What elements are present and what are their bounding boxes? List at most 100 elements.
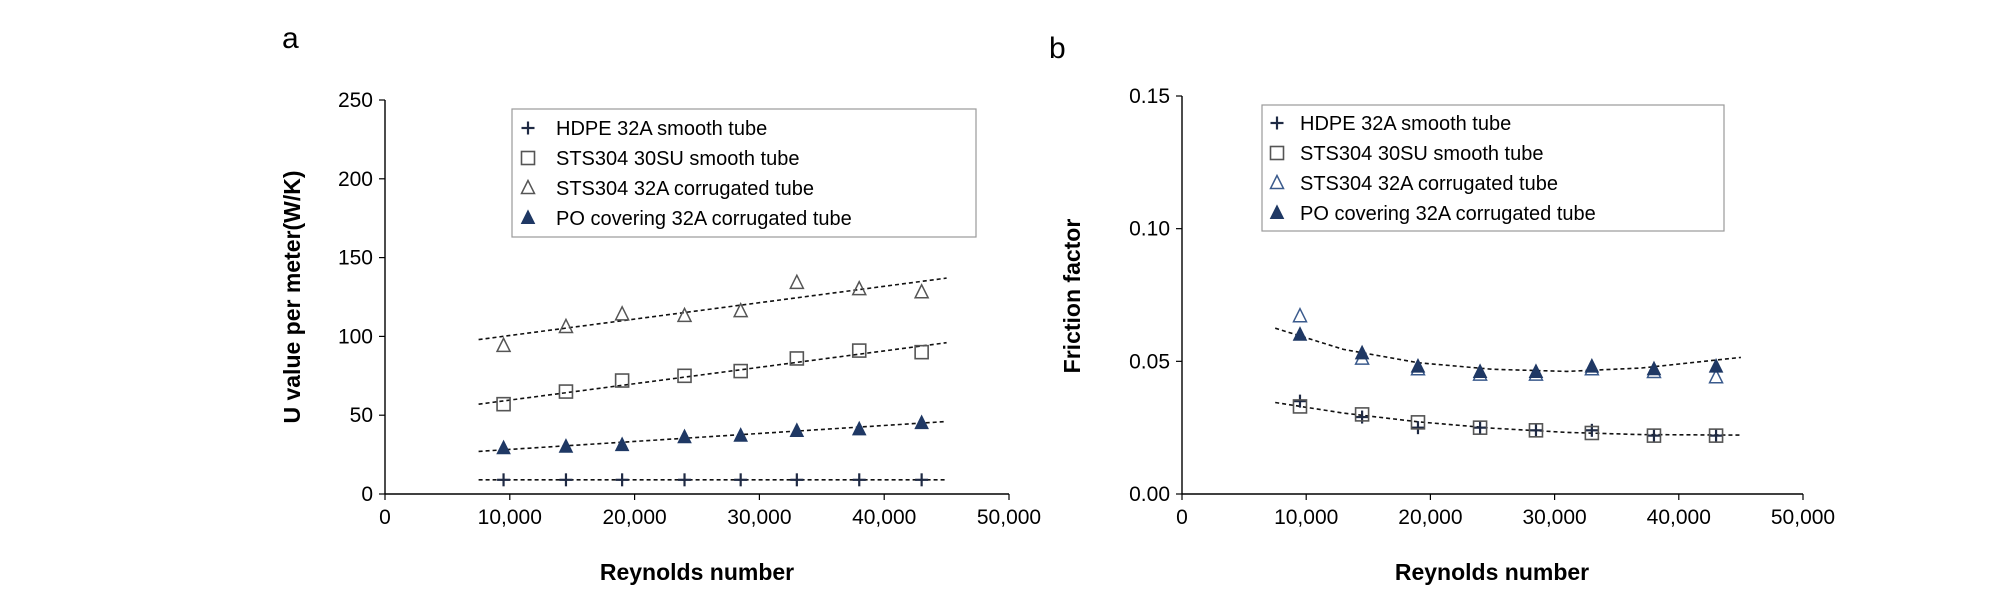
- data-points: [1292, 307, 1724, 443]
- x-tick-label: 10,000: [478, 506, 542, 529]
- legend-item: PO covering 32A corrugated tube: [520, 208, 852, 230]
- data-point: [495, 336, 512, 353]
- panel-label-b: b: [1049, 32, 1066, 65]
- x-tick-labels: 0 10,000 20,000 30,000 40,000 50,000: [379, 494, 1041, 529]
- data-point: [1410, 415, 1426, 430]
- legend-box: [511, 108, 977, 238]
- trendline: [478, 420, 947, 453]
- legend-item: PO covering 32A corrugated tube: [1269, 203, 1596, 225]
- x-tick-label: 50,000: [977, 506, 1041, 529]
- x-tick-labels: 0 10,000 20,000 30,000 40,000 50,000: [1176, 494, 1835, 529]
- data-point: [789, 351, 805, 366]
- trendline: [478, 277, 947, 341]
- legend-marker: [520, 178, 536, 195]
- data-point: [677, 368, 692, 384]
- panel-label-a: a: [282, 22, 299, 55]
- x-tick-label: 30,000: [727, 506, 791, 529]
- y-axis-title: U value per meter(W/K): [279, 170, 305, 423]
- x-tick-label: 20,000: [1398, 506, 1462, 529]
- data-point: [496, 439, 511, 455]
- data-point: [1472, 420, 1488, 435]
- x-axis-title: Reynolds number: [600, 559, 794, 585]
- data-point: [558, 317, 574, 334]
- data-point: [1528, 423, 1544, 438]
- data-point: [1708, 358, 1724, 373]
- data-point: [1354, 407, 1370, 422]
- legend-label: PO covering 32A corrugated tube: [1300, 203, 1596, 225]
- data-point: [559, 473, 573, 487]
- legend-label: STS304 32A corrugated tube: [1300, 173, 1558, 195]
- legend-marker: [521, 121, 535, 135]
- legend-marker: [1269, 145, 1285, 161]
- data-point: [1708, 368, 1724, 384]
- data-point: [851, 420, 867, 436]
- y-tick-label: 50: [350, 404, 373, 427]
- y-tick-label: 200: [338, 168, 373, 191]
- x-tick-label: 10,000: [1274, 506, 1338, 529]
- data-point: [914, 414, 929, 430]
- y-tick-label: 0.00: [1129, 483, 1170, 506]
- y-tick-label: 100: [338, 325, 373, 348]
- data-point: [734, 473, 748, 487]
- data-point: [1411, 421, 1425, 435]
- y-tick-label: 150: [338, 247, 373, 270]
- x-tick-label: 50,000: [1771, 506, 1835, 529]
- data-point: [614, 436, 630, 452]
- legend-item: STS304 30SU smooth tube: [520, 148, 799, 170]
- legend-box: [1261, 104, 1725, 232]
- y-tick-label: 0.05: [1129, 350, 1170, 373]
- data-point: [558, 384, 574, 399]
- trendline: [1274, 327, 1741, 373]
- x-tick-label: 20,000: [602, 506, 666, 529]
- data-point: [915, 473, 929, 487]
- data-point: [1646, 360, 1662, 376]
- chart-panel-a: a 0 50 100 150 200 250 0 10,000 20,000 30,000 40,…: [279, 22, 1041, 585]
- trendlines: [478, 277, 947, 481]
- data-point: [851, 343, 867, 358]
- x-tick-label: 0: [379, 506, 391, 529]
- legend-item: STS304 30SU smooth tube: [1269, 143, 1543, 165]
- data-point: [1410, 358, 1426, 373]
- trendline: [478, 341, 947, 405]
- legend-label: STS304 32A corrugated tube: [556, 178, 814, 200]
- data-point: [733, 427, 748, 442]
- y-tick-labels: 0.00 0.05 0.10 0.15: [1129, 85, 1182, 506]
- data-point: [852, 473, 866, 487]
- legend-label: HDPE 32A smooth tube: [556, 118, 767, 140]
- legend-marker: [1269, 173, 1285, 190]
- data-point: [790, 473, 804, 487]
- data-point: [1292, 326, 1308, 341]
- legend-marker: [1270, 116, 1284, 130]
- data-point: [1584, 358, 1600, 373]
- x-tick-label: 0: [1176, 506, 1188, 529]
- data-point: [1354, 344, 1370, 360]
- data-point: [614, 373, 630, 388]
- data-point: [1292, 399, 1308, 414]
- data-point: [1528, 363, 1544, 378]
- data-point: [1292, 307, 1308, 323]
- data-point: [1529, 423, 1543, 437]
- data-point: [497, 473, 511, 487]
- data-point: [1584, 425, 1600, 441]
- data-point: [789, 273, 805, 290]
- data-point: [677, 428, 692, 444]
- data-point: [1647, 429, 1661, 443]
- data-point: [789, 422, 805, 437]
- data-point: [733, 363, 748, 379]
- legend-item: STS304 32A corrugated tube: [1269, 173, 1558, 195]
- legend-marker: [1269, 204, 1285, 219]
- chart-panel-b: b 0.00 0.05 0.10 0.15 0 10,000 20,000 30,000 40…: [1049, 32, 1835, 585]
- data-point: [1293, 394, 1307, 408]
- legend-item: HDPE 32A smooth tube: [521, 118, 767, 140]
- data-point: [914, 344, 929, 360]
- y-tick-label: 0.15: [1129, 85, 1170, 108]
- data-point: [1473, 421, 1487, 435]
- data-point: [732, 302, 749, 318]
- x-tick-label: 40,000: [1647, 506, 1711, 529]
- data-points: [495, 273, 930, 487]
- legend-label: STS304 30SU smooth tube: [556, 148, 799, 170]
- data-point: [615, 473, 629, 487]
- legend-item: STS304 32A corrugated tube: [520, 178, 814, 200]
- x-axis-title: Reynolds number: [1395, 559, 1589, 585]
